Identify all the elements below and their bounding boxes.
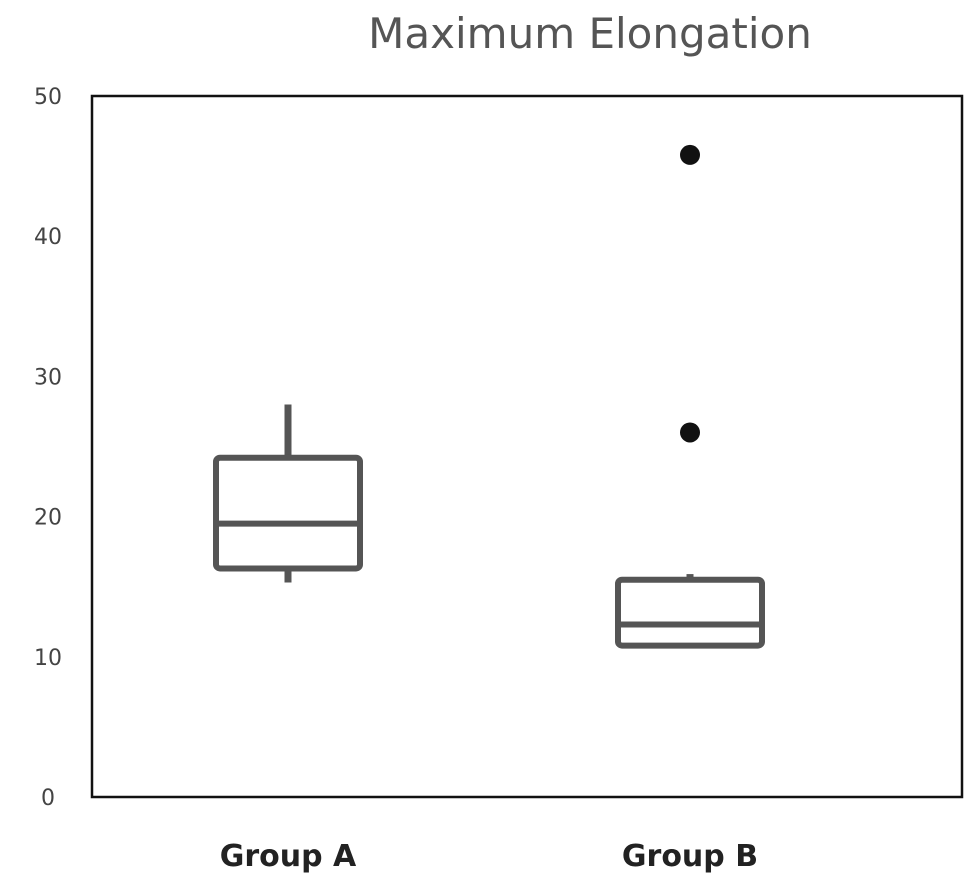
iqr-box (213, 454, 363, 572)
outlier-point (680, 144, 700, 165)
box-group (213, 404, 363, 583)
y-tick-label: 40 (34, 225, 62, 250)
box-series (213, 144, 765, 649)
x-category-label: Group B (622, 839, 758, 874)
x-axis-categories: Group A Group B (220, 839, 758, 874)
chart-title: Maximum Elongation (368, 9, 812, 58)
y-tick-label: 30 (34, 365, 62, 390)
y-tick-label: 10 (34, 646, 62, 671)
plot-frame (90, 94, 964, 799)
x-category-label: Group A (220, 839, 357, 874)
outlier-point (680, 422, 700, 443)
y-tick-label: 20 (34, 506, 62, 531)
box-group (615, 144, 765, 649)
y-axis-ticks: 0 10 20 30 40 50 (34, 85, 62, 811)
y-tick-label: 0 (41, 786, 55, 811)
y-tick-label: 50 (34, 85, 62, 110)
iqr-box (615, 576, 765, 649)
